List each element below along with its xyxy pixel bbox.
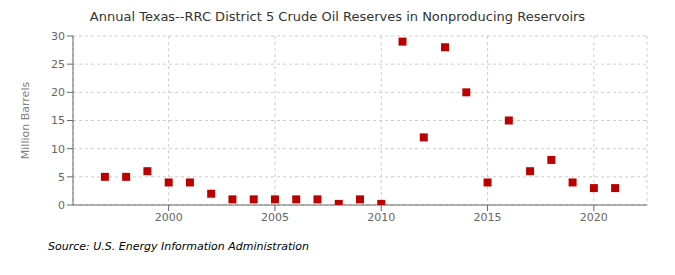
svg-text:10: 10: [51, 143, 65, 156]
html-text:Source: U.S. Energy Informatio: Source: U.S. Energy Information Administ…: [48, 240, 309, 253]
svg-text:5: 5: [58, 171, 65, 184]
svg-text:25: 25: [51, 58, 65, 71]
svg-text:2015: 2015: [474, 211, 502, 224]
svg-text:30: 30: [51, 30, 65, 43]
html-text:Annual Texas--RRC District 5 C: Annual Texas--RRC District 5 Crude Oil R…: [89, 9, 586, 24]
svg-text:0: 0: [58, 199, 65, 212]
svg-text:20: 20: [51, 86, 65, 99]
svg-text:15: 15: [51, 114, 65, 127]
svg-text:2020: 2020: [580, 211, 608, 224]
svg-text:2005: 2005: [261, 211, 289, 224]
svg-text:Million Barrels: Million Barrels: [19, 82, 32, 160]
svg-text:2010: 2010: [367, 211, 395, 224]
svg-text:2000: 2000: [155, 211, 183, 224]
